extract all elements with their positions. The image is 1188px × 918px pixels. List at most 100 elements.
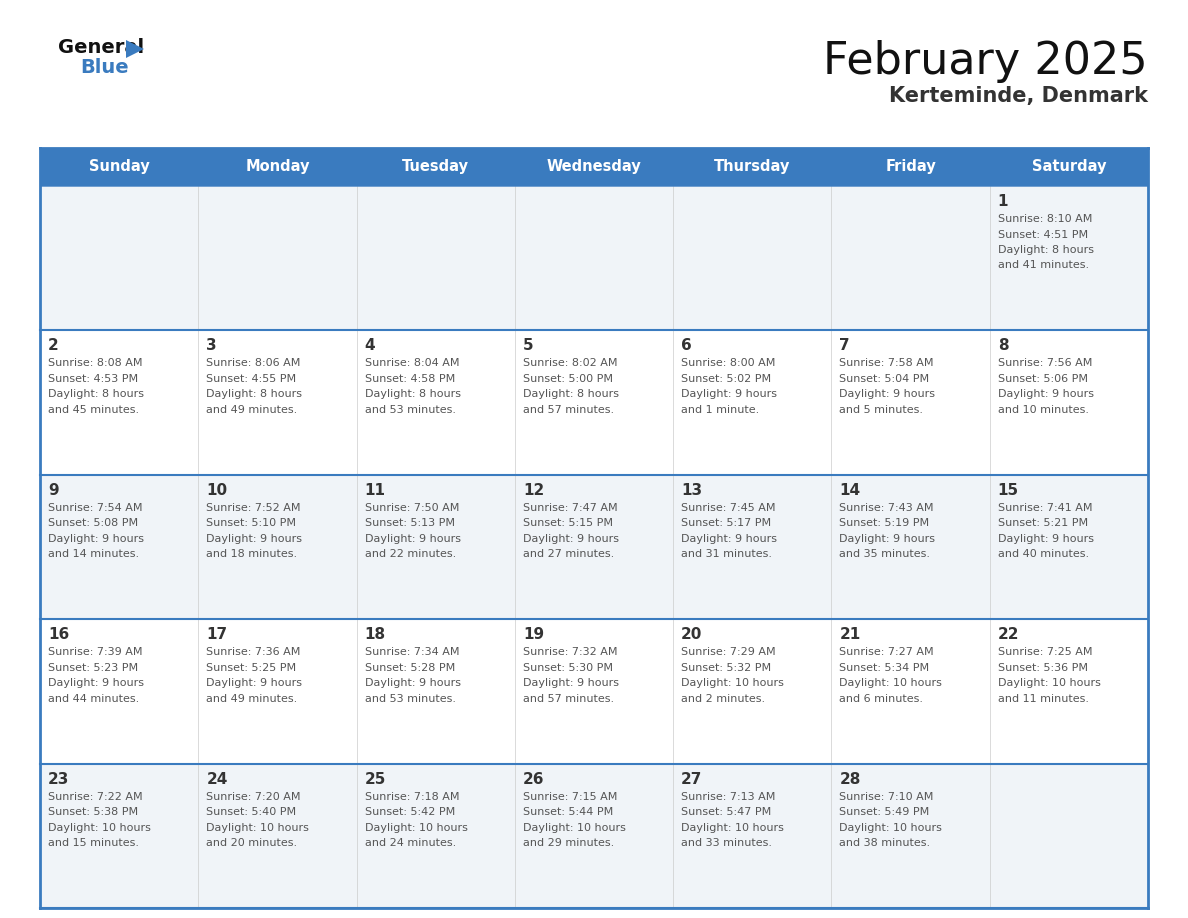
Text: and 6 minutes.: and 6 minutes. [840, 694, 923, 704]
Text: Sunset: 5:02 PM: Sunset: 5:02 PM [681, 374, 771, 384]
Text: and 49 minutes.: and 49 minutes. [207, 694, 297, 704]
Text: 12: 12 [523, 483, 544, 498]
Text: Daylight: 9 hours: Daylight: 9 hours [207, 533, 302, 543]
Text: Sunrise: 8:10 AM: Sunrise: 8:10 AM [998, 214, 1092, 224]
Text: Sunset: 5:32 PM: Sunset: 5:32 PM [681, 663, 771, 673]
Bar [40, 475, 1148, 620]
Text: Sunset: 5:38 PM: Sunset: 5:38 PM [48, 807, 138, 817]
Text: 13: 13 [681, 483, 702, 498]
Text: Sunrise: 7:13 AM: Sunrise: 7:13 AM [681, 791, 776, 801]
Text: Sunrise: 7:56 AM: Sunrise: 7:56 AM [998, 358, 1092, 368]
Text: 15: 15 [998, 483, 1019, 498]
Text: Daylight: 9 hours: Daylight: 9 hours [998, 533, 1094, 543]
Text: Sunrise: 7:41 AM: Sunrise: 7:41 AM [998, 503, 1092, 513]
Text: and 24 minutes.: and 24 minutes. [365, 838, 456, 848]
Bar [40, 330, 1148, 475]
Text: and 31 minutes.: and 31 minutes. [681, 549, 772, 559]
Text: and 15 minutes.: and 15 minutes. [48, 838, 139, 848]
Text: Sunrise: 8:04 AM: Sunrise: 8:04 AM [365, 358, 459, 368]
Text: and 35 minutes.: and 35 minutes. [840, 549, 930, 559]
Text: Daylight: 9 hours: Daylight: 9 hours [998, 389, 1094, 399]
Text: and 10 minutes.: and 10 minutes. [998, 405, 1088, 415]
Text: Sunrise: 8:00 AM: Sunrise: 8:00 AM [681, 358, 776, 368]
Bar [40, 148, 1148, 186]
Text: Sunrise: 7:32 AM: Sunrise: 7:32 AM [523, 647, 618, 657]
Text: Sunset: 5:25 PM: Sunset: 5:25 PM [207, 663, 297, 673]
Text: Daylight: 8 hours: Daylight: 8 hours [365, 389, 461, 399]
Text: Sunset: 5:00 PM: Sunset: 5:00 PM [523, 374, 613, 384]
Text: Sunset: 5:36 PM: Sunset: 5:36 PM [998, 663, 1088, 673]
Text: and 14 minutes.: and 14 minutes. [48, 549, 139, 559]
Text: and 20 minutes.: and 20 minutes. [207, 838, 297, 848]
Text: Daylight: 9 hours: Daylight: 9 hours [840, 533, 935, 543]
Text: Daylight: 9 hours: Daylight: 9 hours [840, 389, 935, 399]
Text: Sunset: 5:08 PM: Sunset: 5:08 PM [48, 519, 138, 528]
Text: 5: 5 [523, 339, 533, 353]
Text: Sunset: 5:42 PM: Sunset: 5:42 PM [365, 807, 455, 817]
Text: Sunset: 5:19 PM: Sunset: 5:19 PM [840, 519, 929, 528]
Text: and 1 minute.: and 1 minute. [681, 405, 759, 415]
Text: 17: 17 [207, 627, 227, 643]
Text: February 2025: February 2025 [823, 40, 1148, 83]
Text: Sunrise: 7:54 AM: Sunrise: 7:54 AM [48, 503, 143, 513]
Text: Sunrise: 7:29 AM: Sunrise: 7:29 AM [681, 647, 776, 657]
Text: Sunrise: 7:18 AM: Sunrise: 7:18 AM [365, 791, 459, 801]
Text: Kerteminde, Denmark: Kerteminde, Denmark [889, 86, 1148, 106]
Text: 7: 7 [840, 339, 851, 353]
Text: Daylight: 9 hours: Daylight: 9 hours [681, 389, 777, 399]
Text: Blue: Blue [80, 58, 128, 77]
Text: and 5 minutes.: and 5 minutes. [840, 405, 923, 415]
Text: Daylight: 9 hours: Daylight: 9 hours [681, 533, 777, 543]
Text: 1: 1 [998, 194, 1009, 209]
Text: Daylight: 10 hours: Daylight: 10 hours [207, 823, 309, 833]
Text: Daylight: 8 hours: Daylight: 8 hours [523, 389, 619, 399]
Text: Daylight: 10 hours: Daylight: 10 hours [998, 678, 1100, 688]
Text: Sunrise: 7:52 AM: Sunrise: 7:52 AM [207, 503, 301, 513]
Text: Sunrise: 7:15 AM: Sunrise: 7:15 AM [523, 791, 618, 801]
Text: Daylight: 10 hours: Daylight: 10 hours [840, 823, 942, 833]
Text: Sunrise: 7:39 AM: Sunrise: 7:39 AM [48, 647, 143, 657]
Text: 6: 6 [681, 339, 691, 353]
Text: and 45 minutes.: and 45 minutes. [48, 405, 139, 415]
Text: Daylight: 9 hours: Daylight: 9 hours [523, 678, 619, 688]
Text: and 18 minutes.: and 18 minutes. [207, 549, 297, 559]
Text: Daylight: 8 hours: Daylight: 8 hours [48, 389, 144, 399]
Text: Daylight: 9 hours: Daylight: 9 hours [48, 533, 144, 543]
Text: Sunset: 5:44 PM: Sunset: 5:44 PM [523, 807, 613, 817]
Text: 18: 18 [365, 627, 386, 643]
Text: Sunrise: 7:22 AM: Sunrise: 7:22 AM [48, 791, 143, 801]
Text: and 11 minutes.: and 11 minutes. [998, 694, 1088, 704]
Text: Sunset: 4:53 PM: Sunset: 4:53 PM [48, 374, 138, 384]
Text: Sunset: 4:55 PM: Sunset: 4:55 PM [207, 374, 297, 384]
Text: General: General [58, 38, 144, 57]
Text: and 57 minutes.: and 57 minutes. [523, 405, 614, 415]
Text: and 49 minutes.: and 49 minutes. [207, 405, 297, 415]
Text: and 53 minutes.: and 53 minutes. [365, 694, 455, 704]
Text: Daylight: 10 hours: Daylight: 10 hours [48, 823, 151, 833]
Text: Thursday: Thursday [714, 160, 790, 174]
Text: Sunset: 5:28 PM: Sunset: 5:28 PM [365, 663, 455, 673]
Text: Sunset: 4:51 PM: Sunset: 4:51 PM [998, 230, 1088, 240]
Text: Sunset: 5:15 PM: Sunset: 5:15 PM [523, 519, 613, 528]
Bar [40, 620, 1148, 764]
Bar [40, 764, 1148, 908]
Text: 20: 20 [681, 627, 702, 643]
Text: Friday: Friday [885, 160, 936, 174]
Text: 19: 19 [523, 627, 544, 643]
Text: Sunset: 5:10 PM: Sunset: 5:10 PM [207, 519, 296, 528]
Text: Sunset: 4:58 PM: Sunset: 4:58 PM [365, 374, 455, 384]
Bar [40, 186, 1148, 330]
Text: Sunrise: 8:08 AM: Sunrise: 8:08 AM [48, 358, 143, 368]
Text: Tuesday: Tuesday [403, 160, 469, 174]
Text: Sunrise: 7:10 AM: Sunrise: 7:10 AM [840, 791, 934, 801]
Text: 26: 26 [523, 772, 544, 787]
Text: Sunrise: 7:20 AM: Sunrise: 7:20 AM [207, 791, 301, 801]
Text: 22: 22 [998, 627, 1019, 643]
Text: Sunrise: 7:27 AM: Sunrise: 7:27 AM [840, 647, 934, 657]
Text: and 44 minutes.: and 44 minutes. [48, 694, 139, 704]
Text: 10: 10 [207, 483, 227, 498]
Text: 2: 2 [48, 339, 58, 353]
Text: Sunset: 5:21 PM: Sunset: 5:21 PM [998, 519, 1088, 528]
Text: and 57 minutes.: and 57 minutes. [523, 694, 614, 704]
Text: 3: 3 [207, 339, 217, 353]
